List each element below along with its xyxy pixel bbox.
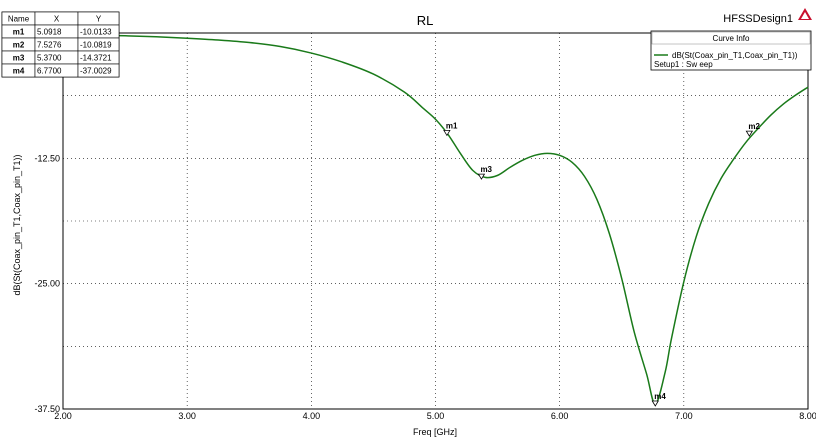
x-tick-label: 8.00 <box>799 411 816 421</box>
marker-table-cell: m3 <box>13 54 25 63</box>
chart-title: RL <box>417 13 434 28</box>
marker-table-cell: -14.3721 <box>80 54 112 63</box>
series-line <box>62 34 809 405</box>
marker-table-cell: 6.7700 <box>37 67 62 76</box>
marker-triangle <box>443 130 451 137</box>
y-axis-label: dB(St(Coax_pin_T1,Coax_pin_T1)) <box>12 154 22 295</box>
marker-table-cell: m1 <box>13 28 25 37</box>
ansys-logo-icon <box>798 8 812 20</box>
marker-table-header: Name <box>8 15 30 24</box>
x-tick-label: 2.00 <box>54 411 72 421</box>
x-tick-label: 4.00 <box>303 411 321 421</box>
marker-label: m1 <box>446 121 458 130</box>
marker-label: m3 <box>480 165 492 174</box>
marker-table-cell: -37.0029 <box>80 67 112 76</box>
design-name: HFSSDesign1 <box>723 13 793 25</box>
marker-table-cell: -10.0819 <box>80 41 112 50</box>
marker-table-cell: 7.5276 <box>37 41 62 50</box>
marker-label: m4 <box>654 392 666 401</box>
y-tick-label: -37.50 <box>34 404 60 414</box>
marker-table: Name X Ym1 5.0918 -10.0133 m2 7.5276 -10.0819 m3… <box>1 11 120 78</box>
legend-entry: dB(St(Coax_pin_T1,Coax_pin_T1)) <box>672 51 798 60</box>
marker-table-cell: m4 <box>13 67 25 76</box>
legend-header: Curve Info <box>713 34 750 43</box>
curve-info-legend: Curve Info dB(St(Coax_pin_T1,Coax_pin_T1… <box>650 30 812 71</box>
x-axis-label: Freq [GHz] <box>413 427 457 437</box>
marker-layer: m1 m2 m3 m4 <box>443 121 760 407</box>
marker-table-cell: -10.0133 <box>80 28 112 37</box>
marker-label: m2 <box>748 122 760 131</box>
marker-triangle <box>477 173 486 180</box>
tick-labels: 2.00 3.00 4.00 5.00 6.00 7.00 8.00 -12.50 -25.00… <box>34 153 816 421</box>
marker-triangle <box>651 400 659 407</box>
y-tick-label: -25.00 <box>34 279 60 289</box>
marker-triangle <box>745 130 754 137</box>
marker-table-header: X <box>54 15 60 24</box>
x-tick-label: 6.00 <box>551 411 569 421</box>
y-tick-label: -12.50 <box>34 153 60 163</box>
series-layer <box>62 34 809 405</box>
marker-table-header: Y <box>96 15 102 24</box>
marker-table-cell: 5.0918 <box>37 28 62 37</box>
x-tick-label: 7.00 <box>675 411 693 421</box>
x-tick-label: 5.00 <box>427 411 445 421</box>
marker-table-cell: 5.3700 <box>37 54 62 63</box>
legend-sub: Setup1 : Sw eep <box>654 60 713 69</box>
marker-table-cell: m2 <box>13 41 25 50</box>
x-tick-label: 3.00 <box>178 411 196 421</box>
